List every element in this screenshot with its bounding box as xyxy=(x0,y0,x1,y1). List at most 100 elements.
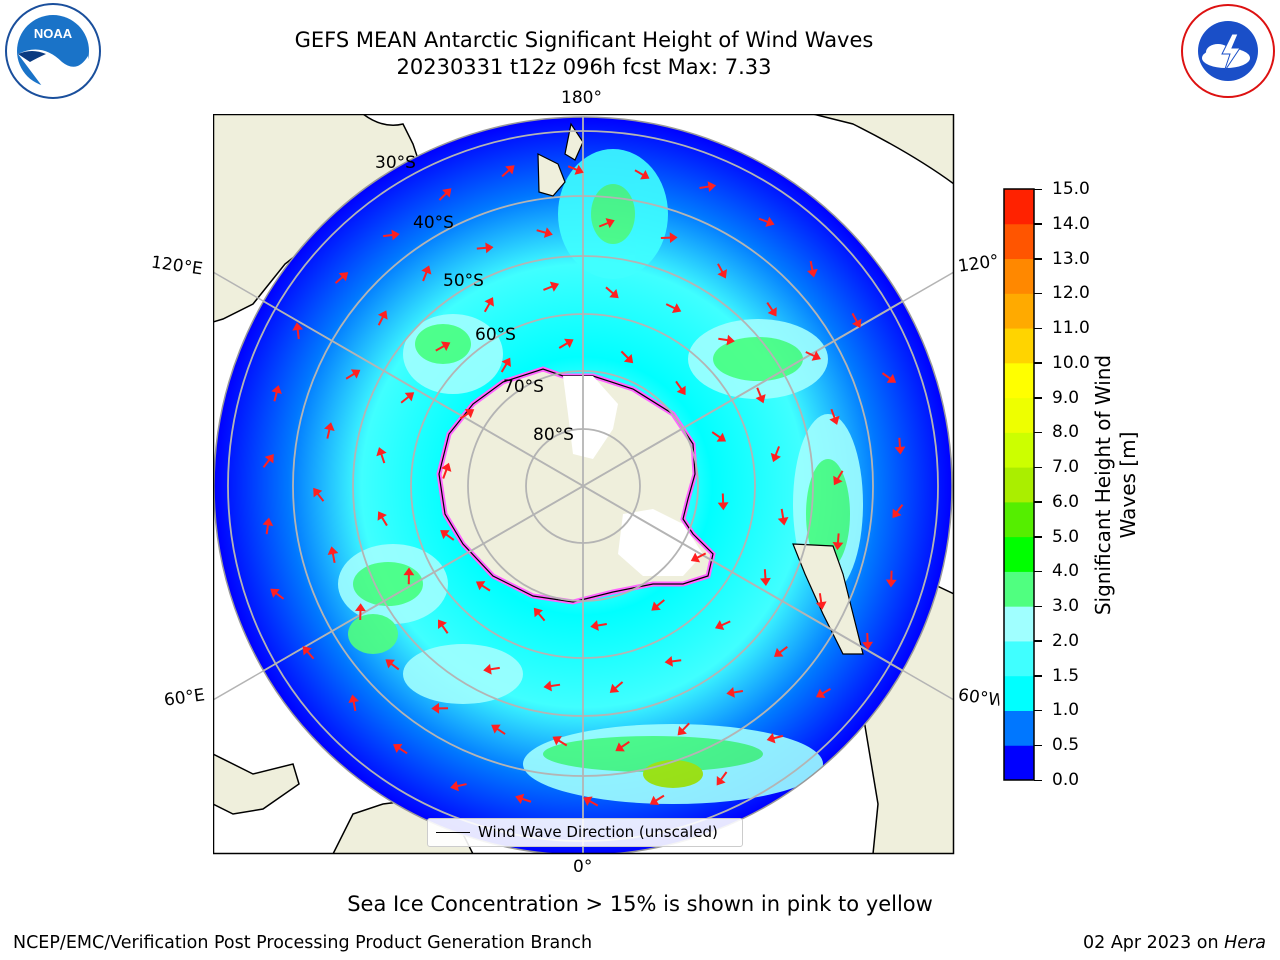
colorbar-tick-label: 8.0 xyxy=(1052,422,1080,443)
colorbar-tick-label: 10.0 xyxy=(1052,352,1090,373)
wind-arrow xyxy=(459,412,470,420)
wind-arrow xyxy=(620,350,630,360)
wind-arrow-head xyxy=(726,334,735,346)
wind-arrow xyxy=(476,246,487,250)
wind-arrow-head xyxy=(892,508,902,519)
colorbar-segment xyxy=(1004,189,1034,225)
lat-label-30s: 30°S xyxy=(375,153,416,173)
wind-arrow-head xyxy=(440,341,451,351)
wind-arrow-head xyxy=(450,780,459,792)
wind-arrow xyxy=(596,622,607,627)
wind-arrow xyxy=(352,700,357,712)
wind-arrow-head xyxy=(671,303,682,313)
wind-arrow-head xyxy=(376,447,387,457)
wind-arrow xyxy=(536,229,547,234)
wind-arrow xyxy=(711,431,722,439)
wind-arrow xyxy=(696,552,707,559)
wind-arrow-head xyxy=(815,688,826,699)
wind-arrow xyxy=(398,747,408,755)
wind-arrow-head xyxy=(590,620,599,631)
colorbar-tick-label: 0.5 xyxy=(1052,735,1080,756)
wind-arrow xyxy=(441,624,449,634)
wind-arrow xyxy=(390,662,400,671)
footer-credit: NCEP/EMC/Verification Post Processing Pr… xyxy=(13,933,593,953)
nws-logo xyxy=(1178,2,1278,104)
colorbar-tick-label: 1.0 xyxy=(1052,700,1080,721)
colorbar-tick-mark xyxy=(1034,709,1042,712)
wind-arrow xyxy=(620,741,630,749)
wind-arrow-head xyxy=(676,385,686,396)
wind-arrow xyxy=(895,504,904,514)
wind-arrow-head xyxy=(262,517,274,526)
chart-subtitle: 20230331 t12z 096h fcst Max: 7.33 xyxy=(396,55,772,79)
wind-arrow-head xyxy=(815,601,827,610)
wind-arrow-head xyxy=(515,793,525,805)
colorbar-tick-mark xyxy=(1034,362,1042,364)
wind-arrow-head xyxy=(484,297,494,307)
colorbar-tick-mark xyxy=(1034,640,1042,642)
colorbar-tick-label: 1.5 xyxy=(1052,665,1080,686)
colorbar-tick-mark xyxy=(1034,605,1042,608)
wind-arrow xyxy=(400,395,410,404)
wind-arrow-head xyxy=(501,357,511,368)
wind-arrow-head xyxy=(677,726,687,736)
wind-arrow-head xyxy=(770,452,781,463)
wind-arrow-head xyxy=(605,218,615,229)
wind-arrow-head xyxy=(313,487,323,498)
wind-arrow-head xyxy=(886,373,897,383)
wind-arrow-head xyxy=(766,732,776,744)
wind-arrow xyxy=(675,380,683,391)
wind-arrow xyxy=(881,372,892,380)
wind-arrow-head xyxy=(377,511,387,521)
wind-arrow-head xyxy=(491,724,501,734)
colorbar-tick-mark xyxy=(1034,744,1042,747)
wind-arrow xyxy=(655,599,665,608)
colorbar-tick-label: 5.0 xyxy=(1052,526,1080,547)
wind-arrow-head xyxy=(851,318,862,329)
lat-label-70s: 70°S xyxy=(503,377,544,397)
wind-arrow xyxy=(557,739,568,747)
wind-arrow-head xyxy=(549,281,560,292)
wind-arrow-head xyxy=(811,350,821,361)
wind-arrow xyxy=(774,446,780,457)
wind-arrow-head xyxy=(327,546,339,555)
wind-arrow xyxy=(634,169,645,177)
wind-arrow xyxy=(262,458,271,468)
lon-label-60e: 60°E xyxy=(162,685,207,711)
wind-arrow xyxy=(380,516,388,527)
wave-patches xyxy=(338,149,863,804)
colorbar-segment xyxy=(1004,467,1034,503)
wind-arrow-head xyxy=(664,655,673,667)
wind-arrow xyxy=(758,217,769,224)
wind-arrow-head xyxy=(324,422,335,432)
colorbar-tick-label: 2.0 xyxy=(1052,630,1080,651)
wind-arrow-head xyxy=(726,687,735,698)
wind-arrow-head xyxy=(271,385,282,394)
colorbar-tick-label: 11.0 xyxy=(1052,318,1090,339)
wind-arrow xyxy=(296,328,300,340)
wind-arrow-head xyxy=(431,702,440,714)
wind-arrow xyxy=(836,470,844,480)
wind-arrow-head xyxy=(564,338,574,349)
wind-arrow-head xyxy=(755,394,766,404)
colorbar-tick-label: 14.0 xyxy=(1052,213,1090,234)
wind-arrow-head xyxy=(543,680,552,692)
colorbar-tick-mark xyxy=(1034,188,1042,190)
wind-arrow xyxy=(422,271,428,282)
colorbar-tick-mark xyxy=(1034,675,1042,677)
wind-arrow xyxy=(780,508,785,519)
wind-arrow-head xyxy=(350,369,361,379)
wind-arrow xyxy=(898,437,902,448)
colorbar-segment xyxy=(1004,536,1034,572)
colorbar-segment xyxy=(1004,710,1034,746)
wind-arrow-head xyxy=(574,164,584,175)
wind-arrow-head xyxy=(777,516,789,526)
wind-arrow xyxy=(717,263,724,274)
wind-arrow xyxy=(442,468,448,479)
lon-label-120e: 120°E xyxy=(149,252,204,280)
lat-label-80s: 80°S xyxy=(533,425,574,445)
wind-arrow xyxy=(836,533,840,544)
wind-arrow xyxy=(756,387,762,398)
colorbar-segment xyxy=(1004,571,1034,607)
svg-text:NOAA: NOAA xyxy=(34,26,73,41)
